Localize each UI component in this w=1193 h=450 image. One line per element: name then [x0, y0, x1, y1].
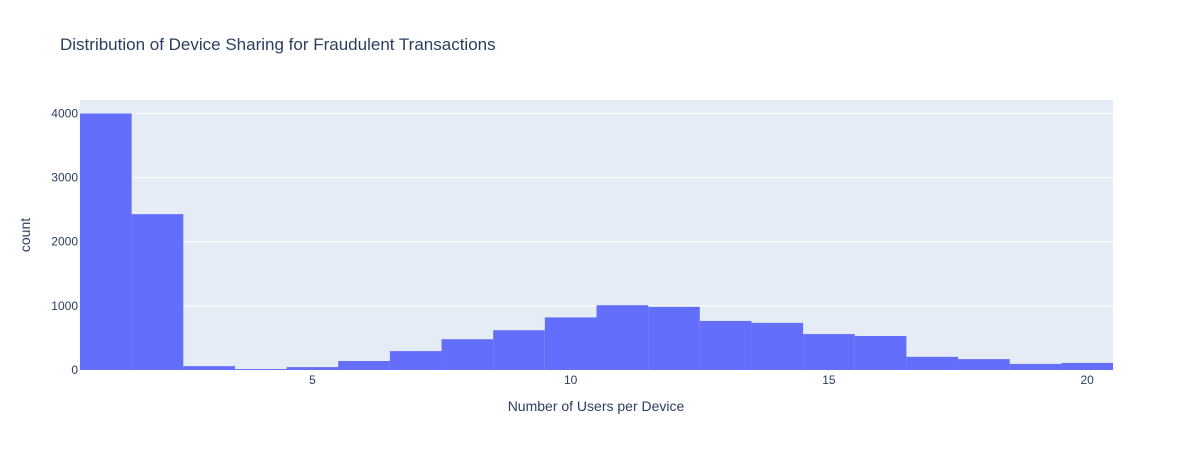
y-axis-label: count [17, 218, 33, 252]
bar [183, 366, 235, 370]
chart-title: Distribution of Device Sharing for Fraud… [60, 35, 496, 54]
y-tick-label: 3000 [51, 171, 78, 185]
bar [131, 214, 184, 370]
x-axis-ticks: 5 10 15 20 [309, 373, 1094, 387]
bar [906, 356, 959, 370]
bar [389, 351, 442, 370]
bar [648, 306, 700, 370]
x-axis-label: Number of Users per Device [508, 398, 685, 414]
bar [803, 334, 855, 370]
bar [699, 320, 752, 370]
bar [493, 330, 545, 370]
x-tick-label: 10 [564, 373, 578, 387]
bar [286, 367, 339, 370]
bar [596, 305, 649, 370]
bar [751, 322, 804, 370]
grid-lines [80, 112, 1113, 307]
bar [441, 339, 494, 370]
y-tick-label: 2000 [51, 235, 78, 249]
bar [1061, 362, 1113, 370]
bar [338, 361, 390, 370]
bar [80, 113, 132, 371]
y-tick-label: 4000 [51, 106, 78, 120]
bar [854, 336, 907, 370]
y-tick-label: 1000 [51, 299, 78, 313]
y-axis-ticks: 0 1000 2000 3000 4000 [51, 106, 78, 377]
bar [234, 369, 287, 370]
x-tick-label: 15 [822, 373, 836, 387]
bar [544, 317, 597, 370]
bars [80, 113, 1113, 371]
bar [1009, 363, 1062, 370]
bar [958, 359, 1010, 370]
y-tick-label: 0 [71, 363, 78, 377]
x-tick-label: 5 [309, 373, 316, 387]
x-tick-label: 20 [1080, 373, 1094, 387]
